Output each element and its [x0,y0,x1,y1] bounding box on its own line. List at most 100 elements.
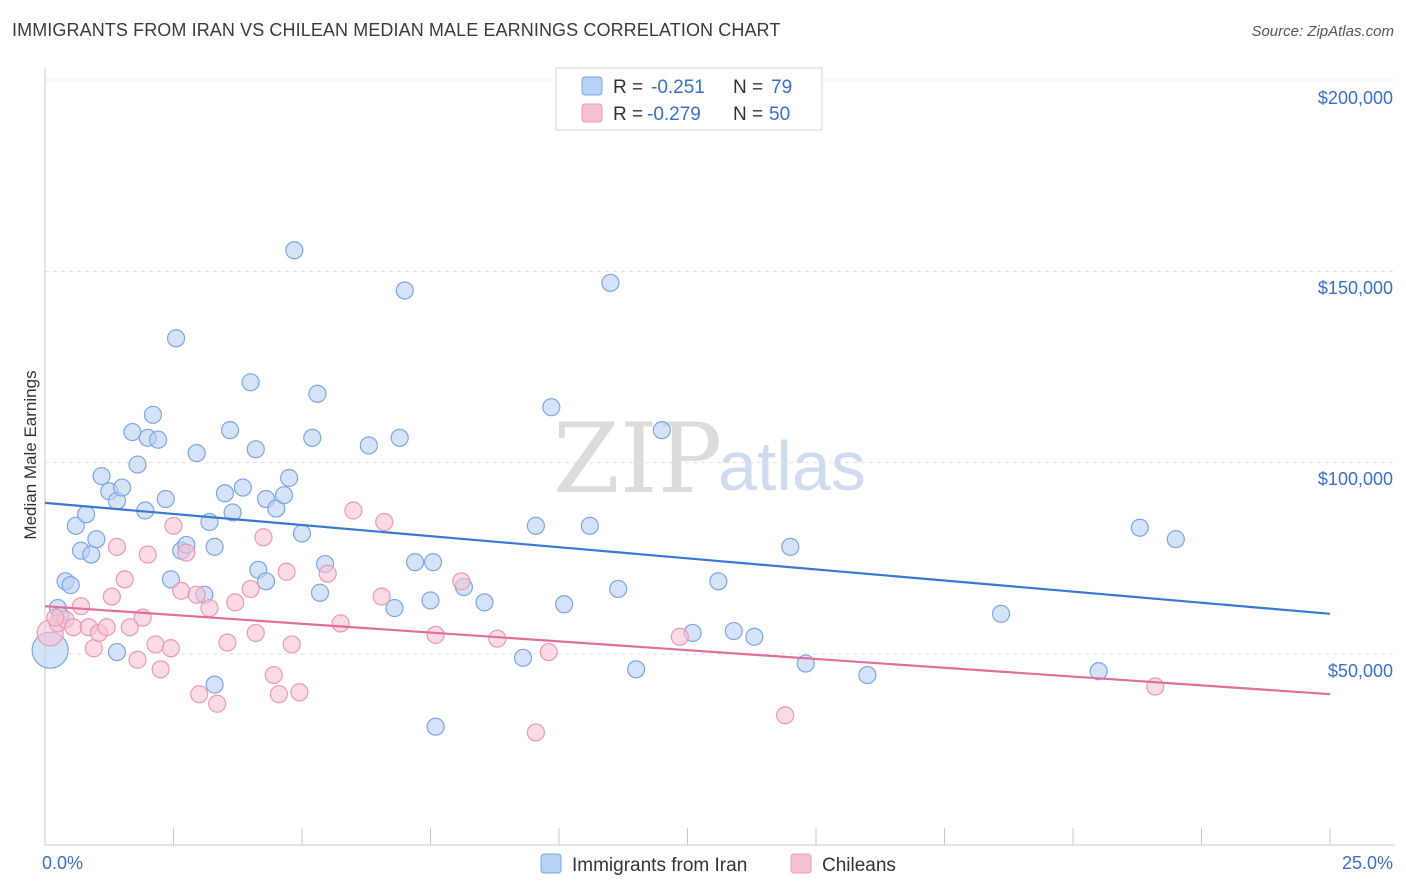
point-chileans-49 [46,608,65,627]
point-chileans-8 [97,618,116,637]
point-chileans-46 [670,627,689,646]
point-iran-77 [1166,530,1185,549]
point-iran-25 [187,444,206,463]
point-chileans-43 [488,629,507,648]
point-iran-44 [303,428,322,447]
point-iran-60 [542,398,561,417]
point-iran-20 [156,489,175,509]
correlation-legend: R = -0.251 N = 79 R = -0.279 N = 50 [555,67,823,131]
point-iran-48 [359,436,378,455]
point-chileans-27 [226,593,245,612]
point-chileans-37 [331,614,350,633]
point-iran-53 [421,591,440,610]
point-iran-73 [858,665,877,685]
watermark-zip: ZIP [553,403,722,515]
point-chileans-11 [115,570,134,589]
point-iran-75 [1089,662,1108,681]
x-tick-label-max: 25.0% [1342,853,1393,873]
point-chileans-19 [164,516,183,535]
chart-title: IMMIGRANTS FROM IRAN VS CHILEAN MEDIAN M… [12,20,781,40]
point-iran-8 [87,530,106,549]
point-iran-59 [526,516,545,535]
point-iran-58 [513,648,533,667]
point-chileans-23 [190,685,209,704]
trend-lines [44,501,1331,696]
point-iran-21 [161,570,181,589]
x-tick-label-min: 0.0% [42,853,83,873]
point-iran-62 [580,516,599,535]
y-tick-label-150k: $150,000 [1318,278,1393,298]
point-iran-14 [123,422,142,442]
trend-line-chileans [44,605,1331,696]
point-chileans-18 [161,639,181,658]
point-iran-32 [223,503,242,522]
point-iran-71 [781,537,800,556]
point-iran-7 [82,545,101,564]
bottom-legend-chileans: Chileans [822,855,896,876]
watermark-atlas: atlas [718,427,866,505]
point-chileans-24 [200,598,219,618]
point-iran-61 [555,595,574,614]
point-iran-69 [724,621,743,641]
point-iran-74 [991,604,1011,623]
point-iran-70 [745,627,764,646]
legend-swatch-iran [581,76,603,96]
point-iran-76 [1130,518,1149,537]
point-chileans-41 [426,625,445,644]
point-iran-29 [205,675,224,694]
point-chileans-40 [375,512,394,532]
point-chileans-30 [254,528,273,547]
legend-n-value-2: 50 [769,104,790,125]
point-iran-63 [601,273,620,292]
legend-n-label-1: N = [733,77,763,98]
point-iran-42 [285,241,304,260]
point-chileans-10 [107,537,127,556]
point-chileans-17 [151,660,170,679]
point-iran-33 [233,478,252,497]
point-iran-12 [112,478,132,497]
point-chileans-16 [146,635,165,654]
point-iran-57 [475,593,494,612]
point-chileans-9 [102,587,121,606]
point-chileans-4 [71,597,91,616]
point-iran-45 [308,384,327,403]
legend-r-label-1: R = [613,77,643,98]
point-chileans-39 [372,587,391,606]
point-chileans-44 [526,723,545,742]
point-iran-39 [267,499,286,518]
legend-swatch-chileans [581,103,603,123]
point-chileans-22 [187,585,206,604]
legend-r-value-1: -0.251 [651,77,705,98]
bottom-legend-iran: Immigrants from Iran [572,855,747,876]
y-tick-label-200k: $200,000 [1318,88,1393,108]
y-axis-title: Median Male Earnings [21,370,40,539]
point-chileans-48 [1146,677,1165,696]
point-iran-31 [220,421,240,440]
point-iran-3 [61,576,80,595]
point-chileans-15 [138,545,157,564]
point-chileans-36 [318,564,337,583]
point-iran-50 [390,428,409,447]
y-tick-label-100k: $100,000 [1318,469,1393,489]
bottom-swatch-chileans [790,853,812,874]
point-chileans-28 [241,579,260,599]
axes [44,68,1395,846]
point-chileans-26 [218,633,237,652]
legend-n-value-1: 79 [771,77,792,98]
point-iran-13 [107,642,127,662]
point-chileans-20 [172,581,191,600]
point-iran-52 [405,553,425,572]
point-iran-49 [385,598,404,618]
point-chileans-25 [208,694,227,713]
point-iran-66 [652,421,671,440]
point-iran-6 [77,505,96,524]
bottom-swatch-iran [540,853,562,874]
series-legend: Immigrants from Iran Chileans [540,853,896,876]
point-iran-35 [246,440,265,459]
point-iran-65 [626,660,646,679]
point-iran-34 [241,373,260,392]
legend-n-label-2: N = [733,104,763,125]
point-iran-41 [280,468,299,488]
point-iran-19 [148,430,168,449]
